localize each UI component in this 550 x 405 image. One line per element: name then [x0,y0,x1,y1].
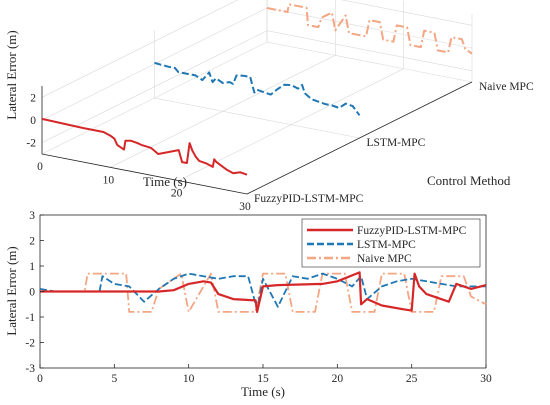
chart-2d-legend: FuzzyPID-LSTM-MPC LSTM-MPC Naive MPC [301,218,481,268]
legend-label-fuzzypid: FuzzyPID-LSTM-MPC [357,225,467,237]
chart-3d-ticks: 010203020-2FuzzyPID-LSTM-MPCLSTM-MPCNaiv… [26,81,534,213]
axis3d-x [41,153,248,195]
tick3d-z-0: 2 [30,92,36,104]
chart-2d-ylabel: Lateral Error (m) [4,246,19,336]
chart-3d-ylabel: Control Method [427,173,511,188]
tick2d-y-1: 2 [29,236,35,248]
tick3d-y-1: LSTM-MPC [367,137,426,149]
chart-3d-grid [41,0,473,195]
grid3d-floor-x-2 [178,0,405,181]
tick3d-y-2: Naive MPC [479,81,534,93]
tick2d-y-5: -2 [25,338,35,350]
grid3d-floor-x-3 [246,14,473,195]
series3d-lstm-mpc [154,61,361,116]
tick2d-y-3: 0 [29,287,35,299]
grid3d-floor-y-1 [154,30,360,139]
grid3d-wall-z-1 [41,7,473,121]
chart-3d-axes [41,81,473,195]
tick2d-y-4: -1 [25,312,35,324]
tick2d-x-3: 15 [257,373,269,385]
series2d-lstm-mpc [39,272,486,311]
tick2d-x-2: 10 [183,373,195,385]
tick2d-x-1: 5 [111,373,117,385]
axis3d-y [246,81,473,195]
series2d-fuzzypid-lstm-mpc [40,271,487,313]
tick3d-x-3: 30 [239,201,251,213]
series3d-naive-mpc [266,3,473,55]
tick3d-x-2: 20 [171,188,183,200]
tick3d-x-0: 0 [37,161,43,173]
tick3d-z-1: 0 [30,115,36,127]
tick2d-x-6: 30 [480,373,492,385]
legend-label-naive: Naive MPC [357,253,412,265]
chart-2d-xlabel: Time (s) [241,384,285,399]
legend-label-lstm: LSTM-MPC [357,239,416,251]
tick3d-z-2: -2 [26,138,36,150]
chart-3d: 010203020-2FuzzyPID-LSTM-MPCLSTM-MPCNaiv… [4,0,534,213]
chart-3d-xlabel: Time (s) [143,174,187,189]
tick3d-y-0: FuzzyPID-LSTM-MPC [254,193,364,205]
tick2d-x-5: 25 [406,373,418,385]
tick2d-y-6: -3 [25,363,35,375]
tick2d-x-0: 0 [37,373,43,385]
tick2d-y-0: 3 [29,210,35,222]
tick2d-x-4: 20 [332,373,344,385]
grid3d-floor-y-2 [266,0,473,83]
tick2d-y-2: 1 [29,261,35,273]
chart-3d-lines [41,3,473,176]
chart-2d-lines [39,271,487,313]
chart-3d-zlabel: Lateral Error (m) [4,30,19,120]
grid3d-wall-z-2 [41,0,473,98]
series3d-fuzzypid-lstm-mpc [41,117,248,176]
grid3d-wall-z-0 [41,30,473,143]
tick3d-x-1: 10 [103,174,115,186]
